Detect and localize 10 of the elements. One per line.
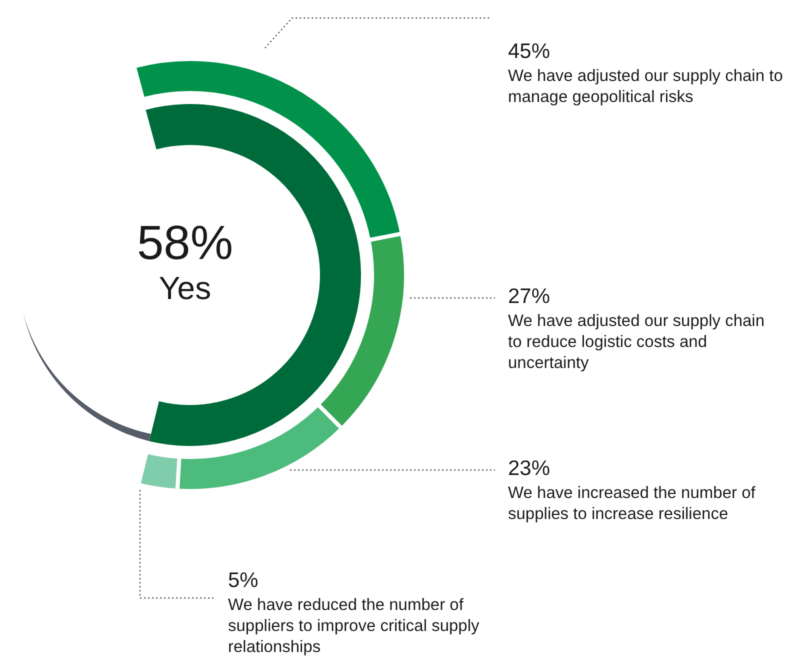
data-label: 27%: [508, 284, 552, 310]
slice-label: We have reduced the number of suppliers to improve critical supply relationships: [228, 595, 480, 658]
slice-label: We have increased the number of supplies to increase resilience: [508, 483, 756, 525]
data-label: 58%: [136, 217, 234, 270]
data-label: 45%: [508, 39, 552, 65]
slice-label: We have adjusted our supply chain to manage geopolitical risks: [508, 66, 784, 108]
slice-label: Yes: [158, 270, 212, 306]
slice-label: We have adjusted our supply chain to reduce logistic costs and uncertainty: [508, 311, 766, 374]
data-label: 23%: [508, 456, 552, 482]
data-label: 5%: [228, 568, 260, 594]
